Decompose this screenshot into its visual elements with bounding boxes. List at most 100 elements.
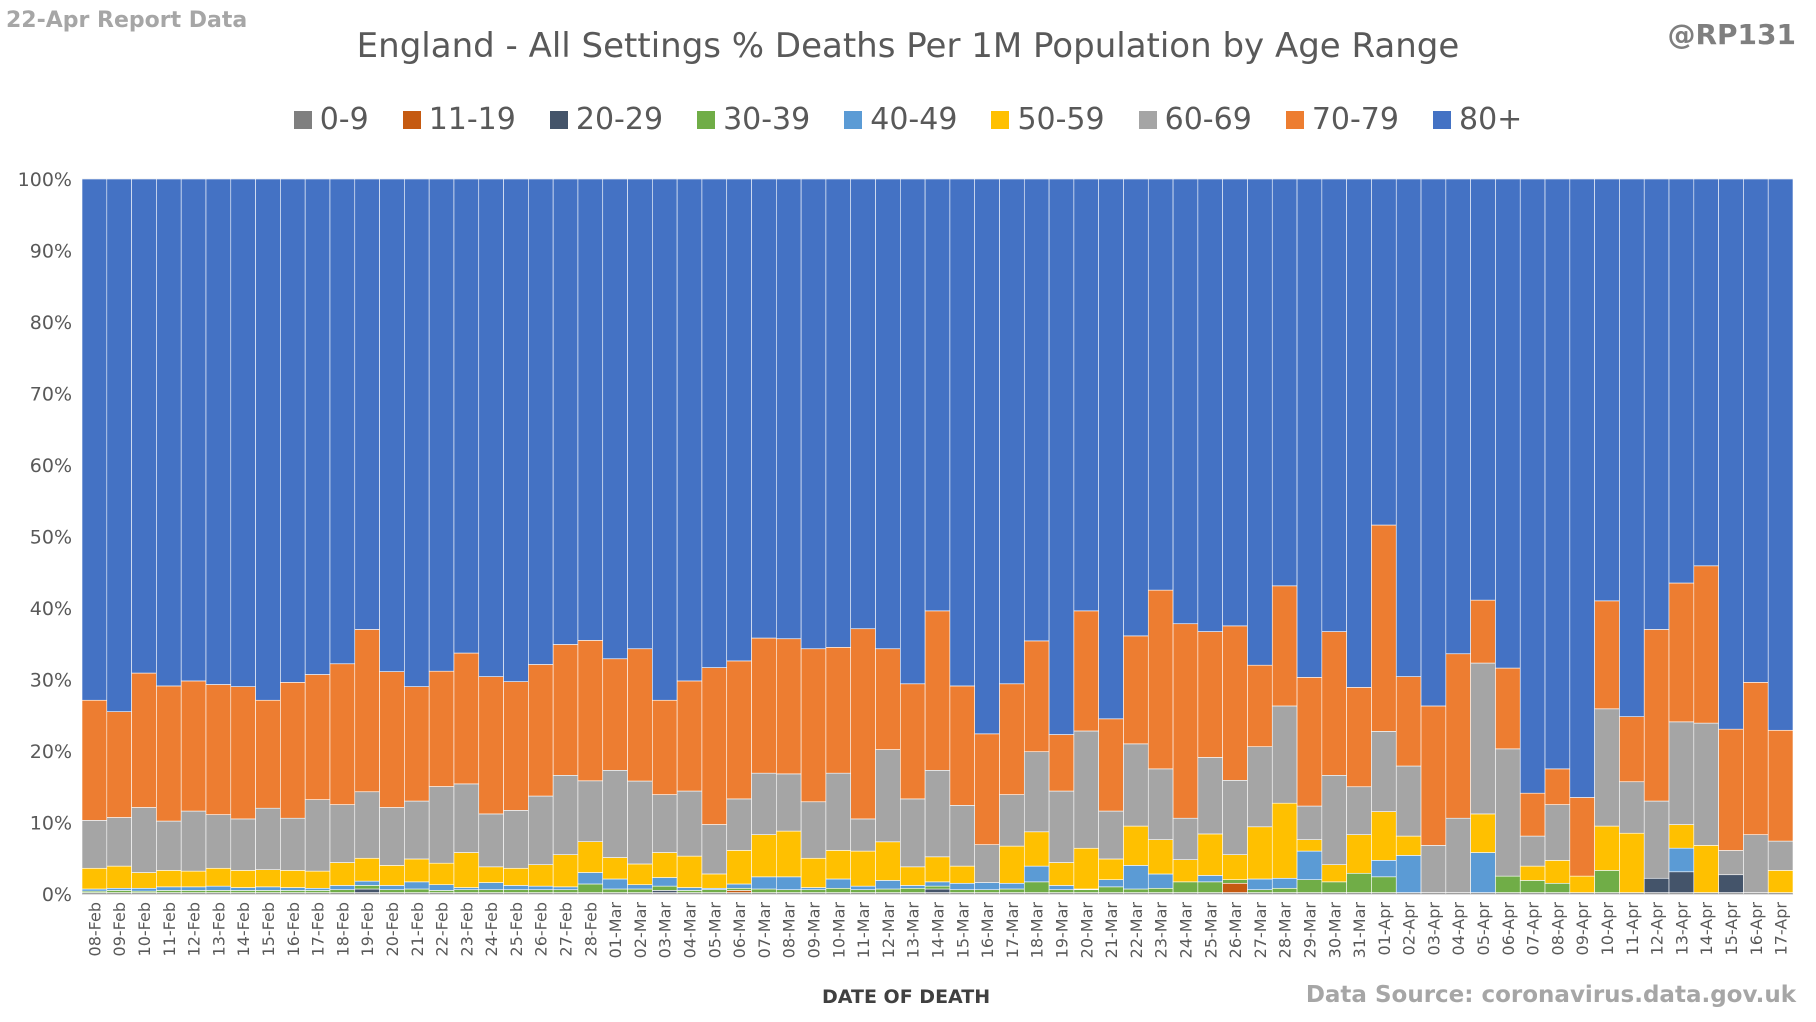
x-tick-label: 24-Mar xyxy=(1176,902,1195,959)
bar-segment xyxy=(800,801,827,859)
bar-segment xyxy=(652,852,678,878)
legend-label: 40-49 xyxy=(870,102,958,137)
x-tick-label: 31-Mar xyxy=(1350,902,1369,959)
bar-segment xyxy=(1718,728,1744,851)
bar-segment xyxy=(379,671,405,808)
bar-segment xyxy=(652,890,678,893)
bar-segment xyxy=(1172,859,1199,883)
bar-segment xyxy=(726,887,752,891)
bar-segment xyxy=(354,885,380,890)
bar-segment xyxy=(726,660,752,800)
bar-segment xyxy=(1172,623,1199,819)
x-tick-label: 19-Feb xyxy=(358,902,377,956)
x-tick-label: 21-Feb xyxy=(408,902,427,956)
bar-segment xyxy=(1718,178,1744,730)
bar-segment xyxy=(304,799,331,872)
bar-segment xyxy=(478,866,504,883)
bar-segment xyxy=(701,873,728,889)
x-tick-label: 17-Feb xyxy=(309,902,328,956)
bar-segment xyxy=(652,178,678,701)
author-handle: @RP131 xyxy=(1667,18,1796,51)
bar-segment xyxy=(1321,775,1347,865)
bar-segment xyxy=(1445,178,1471,655)
bar-segment xyxy=(379,178,405,672)
bar-segment xyxy=(949,178,975,687)
bar-segment xyxy=(726,883,752,889)
bar-segment xyxy=(1023,831,1050,867)
bar-segment xyxy=(949,805,975,867)
bar-segment xyxy=(924,178,951,612)
bar-segment xyxy=(503,885,529,891)
x-tick-label: 11-Feb xyxy=(160,902,179,956)
bar-segment xyxy=(825,887,852,893)
bar-segment xyxy=(156,685,182,822)
bar-segment xyxy=(453,887,480,891)
bar-segment xyxy=(1172,817,1199,860)
bar-segment xyxy=(354,791,380,859)
legend-item: 11-19 xyxy=(402,102,516,137)
bar-segment xyxy=(329,804,356,863)
bar-segment xyxy=(156,870,182,888)
bar-segment xyxy=(577,640,604,782)
bar-segment xyxy=(1643,877,1670,893)
bar-segment xyxy=(255,869,281,888)
bar-segment xyxy=(1296,879,1323,893)
bar-segment xyxy=(552,886,579,891)
bar-segment xyxy=(205,684,232,815)
bar-segment xyxy=(701,667,728,825)
bar-segment xyxy=(329,885,356,891)
x-tick-label: 02-Mar xyxy=(631,902,650,959)
bar-segment xyxy=(1643,800,1670,879)
bar-segment xyxy=(428,884,455,891)
bar-segment xyxy=(825,850,852,880)
bar-segment xyxy=(1718,850,1744,876)
bar-segment xyxy=(156,820,182,871)
bar-segment xyxy=(1495,178,1521,669)
bar-segment xyxy=(1296,839,1323,852)
bar-segment xyxy=(1346,178,1372,688)
bar-segment xyxy=(230,818,256,871)
bar-segment xyxy=(924,770,951,858)
y-tick-label: 0% xyxy=(42,884,72,906)
bar-segment xyxy=(1197,875,1223,883)
bar-segment xyxy=(280,817,306,871)
x-tick-label: 05-Mar xyxy=(705,902,724,959)
bar-segment xyxy=(329,889,356,893)
bar-segment xyxy=(602,178,628,660)
bar-segment xyxy=(230,178,256,687)
bar-segment xyxy=(900,866,926,886)
bar-segment xyxy=(255,699,281,809)
bar-segment xyxy=(1123,743,1149,827)
bar-segment xyxy=(602,857,628,880)
bar-segment xyxy=(726,178,752,662)
bar-segment xyxy=(180,680,207,812)
bar-segment xyxy=(999,845,1025,884)
bar-segment xyxy=(503,867,529,886)
bar-segment xyxy=(1693,722,1719,846)
bar-segment xyxy=(900,885,926,889)
bar-segment xyxy=(1023,881,1050,893)
legend-swatch xyxy=(697,110,716,129)
x-tick-label: 22-Mar xyxy=(1127,902,1146,959)
bar-segment xyxy=(528,178,554,665)
bar-segment xyxy=(1693,845,1719,893)
bar-segment xyxy=(453,852,480,888)
bar-segment xyxy=(652,877,678,887)
bar-segment xyxy=(81,888,108,892)
bar-segment xyxy=(552,775,579,855)
bar-segment xyxy=(552,889,579,893)
bar-segment xyxy=(1321,178,1347,632)
bar-segment xyxy=(577,178,604,641)
bar-segment xyxy=(230,870,256,888)
x-tick-label: 11-Mar xyxy=(854,902,873,959)
bar-segment xyxy=(1197,178,1223,632)
bar-segment xyxy=(825,878,852,889)
y-tick-label: 10% xyxy=(30,813,72,835)
bar-segment xyxy=(503,810,529,869)
bar-segment xyxy=(1048,734,1075,792)
bar-segment xyxy=(999,683,1025,795)
bar-segment xyxy=(255,178,281,701)
x-tick-label: 27-Feb xyxy=(557,902,576,956)
x-tick-label: 15-Mar xyxy=(953,902,972,959)
bar-segment xyxy=(1569,797,1595,877)
